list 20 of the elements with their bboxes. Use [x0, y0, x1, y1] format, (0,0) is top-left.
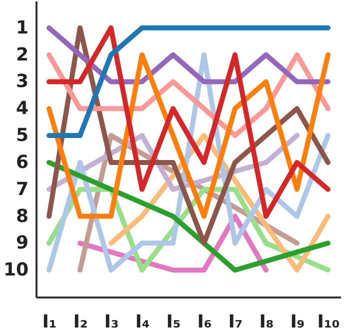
y-tick-label: 10 — [3, 260, 28, 281]
x-tick-label: I₁₀ — [317, 312, 340, 332]
x-tick-label: I₂ — [73, 312, 88, 332]
x-tick-label: I₄ — [135, 312, 150, 332]
y-tick-label: 4 — [16, 98, 28, 120]
y-tick-label: 5 — [16, 125, 28, 146]
y-tick-label: 8 — [16, 206, 28, 227]
y-tick-label: 2 — [16, 44, 28, 66]
x-tick-label: I₁ — [42, 312, 57, 332]
x-tick-label: I₈ — [259, 312, 274, 332]
y-tick-label: 1 — [16, 17, 28, 38]
x-tick-label: I₉ — [290, 312, 305, 332]
x-tick-label: I₅ — [166, 312, 181, 332]
y-tick-label: 7 — [16, 178, 28, 200]
y-tick-label: 3 — [16, 71, 28, 92]
x-tick-label: I₆ — [197, 312, 212, 332]
y-tick-label: 6 — [16, 152, 28, 173]
x-tick-label: I₃ — [104, 312, 119, 332]
x-tick-label: I₇ — [228, 312, 243, 332]
y-tick-label: 9 — [16, 232, 28, 254]
